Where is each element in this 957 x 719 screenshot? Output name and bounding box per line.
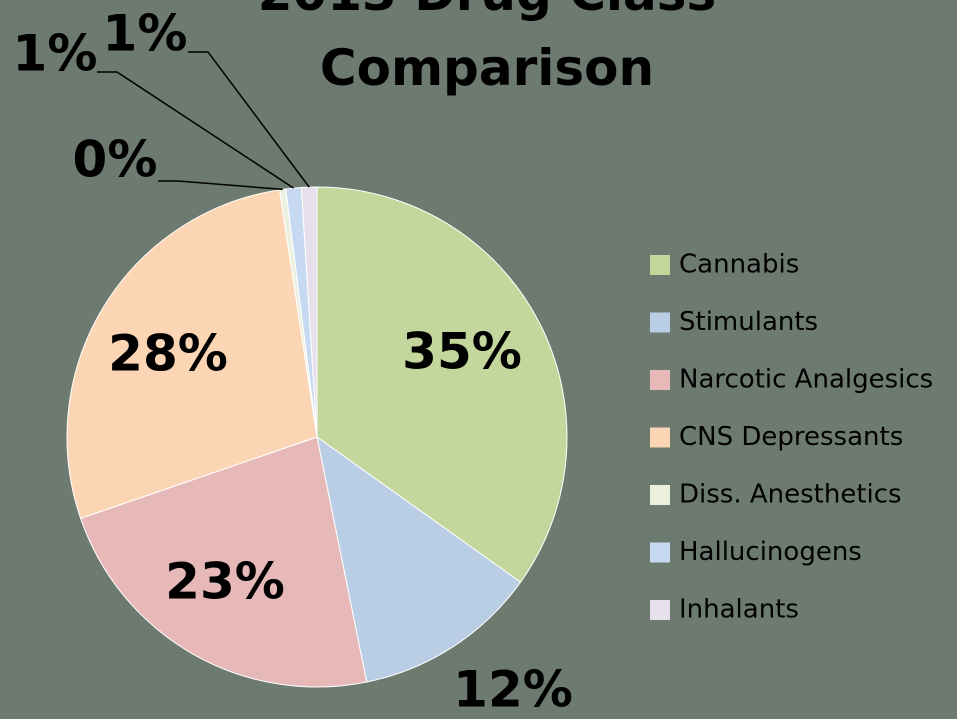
data-label: 23% [165,553,285,611]
data-label: 12% [453,661,573,719]
legend-label: Stimulants [679,307,818,337]
data-label: 35% [402,323,522,381]
legend-swatch [650,542,670,563]
legend-swatch [650,255,670,275]
legend-swatch [650,312,670,333]
data-label: 28% [108,325,228,383]
data-label: 1% [13,25,98,83]
legend-label: Diss. Anesthetics [679,480,902,510]
leader-line [158,180,283,191]
legend-label: Cannabis [679,250,799,280]
data-label: 1% [103,5,188,63]
legend-label: Narcotic Analgesics [679,365,933,395]
legend-label: Inhalants [679,595,799,625]
legend-swatch [650,370,670,390]
legend-label: Hallucinogens [679,537,862,567]
pie-slice [66,189,318,520]
pie-slice [316,435,522,683]
leader-line [188,51,310,188]
chart-title: 2013 Drug ClassComparison [258,0,717,97]
legend-label: CNS Depressants [679,422,903,452]
pie-slice [79,436,368,688]
leader-line [97,71,294,189]
legend-swatch [650,427,670,448]
pie-slice [316,186,568,583]
legend-swatch [650,485,670,505]
data-label: 0% [73,131,158,189]
legend-swatch [650,600,670,620]
